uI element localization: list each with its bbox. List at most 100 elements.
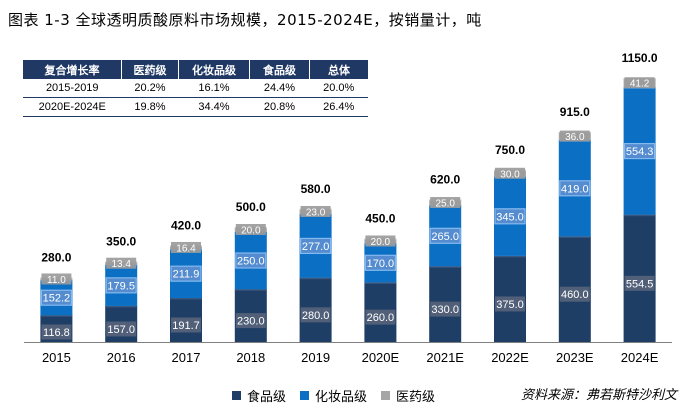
legend-swatch-pharma bbox=[381, 391, 391, 400]
bar-segment-highlight bbox=[234, 289, 267, 291]
legend-item-pharma: 医药级 bbox=[381, 386, 435, 405]
bar-segment-highlight bbox=[299, 277, 332, 280]
table-cell: 20.8% bbox=[249, 97, 310, 117]
value-label: 554.3 bbox=[626, 146, 654, 158]
bar-segment-highlight bbox=[105, 305, 138, 308]
total-label: 420.0 bbox=[171, 219, 201, 233]
category-label: 2020E bbox=[362, 350, 400, 365]
category-label: 2019 bbox=[301, 350, 330, 365]
category-label: 2017 bbox=[172, 350, 201, 365]
cagr-table: 复合增长率 医药级 化妆品级 食品级 总体 2015-2019 20.2% 16… bbox=[23, 60, 368, 117]
value-label-box bbox=[365, 235, 396, 247]
category-label: 2024E bbox=[621, 350, 659, 365]
value-label-box bbox=[624, 275, 655, 291]
value-label: 330.0 bbox=[431, 304, 459, 316]
source-note: 资料来源：弗若斯特沙利文 bbox=[520, 388, 677, 403]
value-label: 277.0 bbox=[302, 241, 330, 253]
chart-legend: 食品级 化妆品级 医药级 bbox=[232, 386, 435, 405]
value-label-box bbox=[171, 317, 201, 333]
table-cell: 34.4% bbox=[178, 97, 250, 117]
value-label-box bbox=[429, 227, 461, 244]
value-label-box bbox=[495, 167, 525, 179]
total-label: 450.0 bbox=[365, 212, 395, 226]
category-label: 2022E bbox=[491, 350, 529, 365]
table-header-cell: 复合增长率 bbox=[23, 60, 122, 79]
table-row: 2020E-2024E 19.8% 34.4% 20.8% 26.4% bbox=[23, 97, 368, 117]
value-label: 25.0 bbox=[435, 199, 455, 210]
table-cell: 20.2% bbox=[121, 79, 179, 98]
value-label-box bbox=[559, 286, 590, 302]
legend-swatch-cosmetic bbox=[300, 391, 310, 400]
value-label: 13.4 bbox=[111, 259, 131, 270]
value-label: 179.5 bbox=[107, 280, 135, 292]
table-cell: 19.8% bbox=[121, 97, 179, 117]
table-header-cell: 食品级 bbox=[249, 60, 310, 79]
table-cell: 2015-2019 bbox=[23, 79, 122, 98]
total-label: 580.0 bbox=[301, 182, 331, 196]
table-cell: 2020E-2024E bbox=[23, 97, 122, 117]
bar-segment-highlight bbox=[170, 297, 202, 300]
value-label-box bbox=[430, 301, 461, 317]
value-label: 345.0 bbox=[496, 211, 524, 223]
value-label-box bbox=[235, 252, 267, 269]
value-label: 36.0 bbox=[565, 132, 585, 143]
value-label-box bbox=[106, 257, 137, 269]
table-header-cell: 总体 bbox=[309, 60, 368, 79]
value-label-box bbox=[559, 180, 591, 197]
bar-segment-highlight bbox=[623, 214, 656, 217]
value-label: 191.7 bbox=[172, 320, 200, 332]
value-label: 260.0 bbox=[367, 312, 395, 324]
category-label: 2015 bbox=[42, 350, 71, 365]
bar-segment-highlight bbox=[40, 315, 73, 317]
value-label-box bbox=[365, 309, 396, 325]
value-label-box bbox=[559, 130, 590, 142]
category-label: 2016 bbox=[107, 350, 136, 365]
value-label: 41.2 bbox=[630, 79, 650, 90]
value-label: 116.8 bbox=[43, 327, 70, 339]
value-label: 20.0 bbox=[371, 237, 391, 248]
legend-swatch-food bbox=[232, 391, 241, 400]
value-label: 23.0 bbox=[306, 207, 326, 218]
total-label: 280.0 bbox=[41, 251, 71, 265]
value-label: 265.0 bbox=[431, 231, 459, 243]
category-label: 2021E bbox=[426, 350, 464, 365]
value-label-box bbox=[41, 273, 72, 285]
value-label: 460.0 bbox=[561, 289, 589, 301]
value-label-box bbox=[364, 254, 396, 271]
value-label: 11.0 bbox=[47, 275, 66, 286]
value-label: 554.5 bbox=[626, 278, 654, 290]
table-cell: 26.4% bbox=[309, 97, 368, 117]
value-label-box bbox=[494, 208, 526, 225]
chart-title: 图表 1-3 全球透明质酸原料市场规模，2015-2024E，按销量计，吨 bbox=[8, 11, 482, 29]
value-label-box bbox=[623, 142, 656, 160]
value-label-box bbox=[40, 289, 73, 306]
value-label-box bbox=[235, 313, 266, 329]
bar-segment-highlight bbox=[364, 282, 397, 284]
legend-label: 食品级 bbox=[247, 390, 287, 405]
total-label: 750.0 bbox=[495, 143, 525, 157]
value-label: 20.0 bbox=[241, 226, 261, 237]
category-label: 2018 bbox=[236, 350, 265, 365]
value-label: 157.0 bbox=[107, 324, 135, 336]
total-label: 350.0 bbox=[106, 235, 136, 249]
value-label: 250.0 bbox=[237, 256, 265, 268]
value-label-box bbox=[495, 296, 525, 312]
legend-item-food: 食品级 bbox=[232, 386, 286, 405]
value-label: 280.0 bbox=[302, 310, 330, 322]
table-row: 2015-2019 20.2% 16.1% 24.4% 20.0% bbox=[23, 79, 368, 98]
table-cell: 20.0% bbox=[309, 79, 368, 98]
value-label: 419.0 bbox=[561, 183, 589, 195]
total-label: 915.0 bbox=[560, 105, 590, 119]
total-label: 1150.0 bbox=[622, 51, 658, 65]
table-header-cell: 医药级 bbox=[121, 60, 179, 79]
value-label: 230.0 bbox=[237, 316, 265, 328]
table-cell: 16.1% bbox=[178, 79, 250, 98]
value-label: 16.4 bbox=[176, 243, 196, 254]
table-header-row: 复合增长率 医药级 化妆品级 食品级 总体 bbox=[23, 60, 368, 79]
value-label-box bbox=[624, 77, 655, 89]
value-label-box bbox=[105, 277, 137, 294]
value-label: 375.0 bbox=[496, 299, 524, 311]
legend-label: 医药级 bbox=[396, 390, 436, 405]
value-label-box bbox=[300, 307, 331, 323]
